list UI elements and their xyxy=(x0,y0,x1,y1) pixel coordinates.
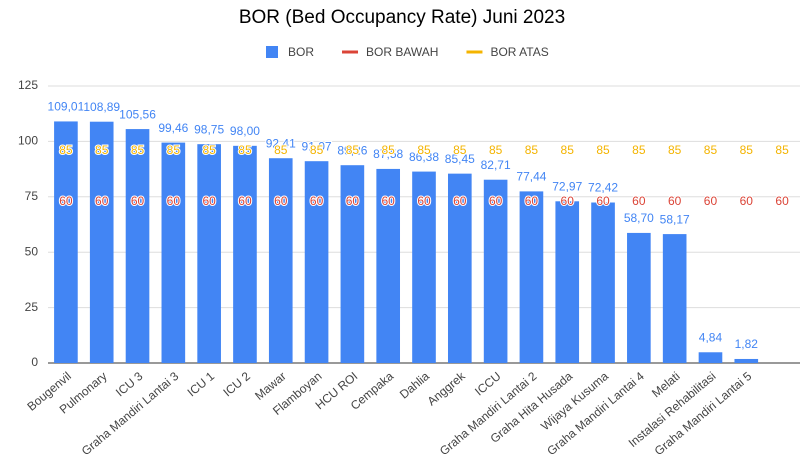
bar xyxy=(555,201,580,363)
data-label: 85 xyxy=(489,143,503,157)
data-label: 86,38 xyxy=(409,150,439,164)
data-label: 58,17 xyxy=(660,212,690,226)
data-label: 85 xyxy=(382,143,396,157)
bar xyxy=(161,142,186,363)
data-label: 105,56 xyxy=(119,107,156,121)
data-label: 85 xyxy=(596,143,610,157)
data-label: 60 xyxy=(238,194,252,208)
data-label: 108,89 xyxy=(83,100,120,114)
data-label: 60 xyxy=(775,194,789,208)
data-label: 72,42 xyxy=(588,181,618,195)
data-label: 72,97 xyxy=(552,179,582,193)
data-label: 85 xyxy=(775,143,789,157)
data-label: 85 xyxy=(525,143,539,157)
data-label: 85 xyxy=(131,143,145,157)
data-label: 60 xyxy=(704,194,718,208)
data-label: 60 xyxy=(561,194,575,208)
data-label: 85 xyxy=(59,143,73,157)
legend-label: BOR BAWAH xyxy=(366,45,438,59)
x-tick-label: Anggrek xyxy=(425,368,469,408)
bar xyxy=(233,145,257,363)
bar xyxy=(125,129,150,363)
data-label: 60 xyxy=(131,194,145,208)
bar xyxy=(268,158,293,363)
data-label: 60 xyxy=(668,194,682,208)
data-label: 109,01 xyxy=(48,100,85,114)
data-label: 60 xyxy=(525,194,539,208)
y-tick-label: 50 xyxy=(25,244,39,258)
data-label: 89,26 xyxy=(337,143,367,157)
y-tick-label: 0 xyxy=(31,355,38,369)
data-label: 85 xyxy=(668,143,682,157)
data-label: 77,44 xyxy=(516,170,546,184)
chart-title: BOR (Bed Occupancy Rate) Juni 2023 xyxy=(239,7,565,28)
data-label: 85,45 xyxy=(445,152,475,166)
data-label: 85 xyxy=(704,143,718,157)
legend-label: BOR xyxy=(288,45,314,59)
y-tick-label: 25 xyxy=(25,300,39,314)
bar xyxy=(734,358,759,363)
data-label: 60 xyxy=(59,194,73,208)
data-label: 60 xyxy=(417,194,431,208)
legend-label: BOR ATAS xyxy=(490,45,548,59)
data-label: 85 xyxy=(238,143,252,157)
bar xyxy=(304,161,329,363)
data-label: 85 xyxy=(95,143,109,157)
bar xyxy=(519,191,544,363)
data-label: 60 xyxy=(274,194,288,208)
data-label: 85 xyxy=(632,143,646,157)
data-label: 92,41 xyxy=(266,136,296,150)
data-label: 98,00 xyxy=(230,124,260,138)
bar xyxy=(376,168,401,363)
bar xyxy=(447,173,472,363)
x-tick-label: ICU 1 xyxy=(185,369,218,400)
y-tick-label: 75 xyxy=(25,189,39,203)
data-label: 58,70 xyxy=(624,211,654,225)
y-tick-label: 125 xyxy=(18,78,38,92)
bar xyxy=(662,234,687,363)
data-label: 85 xyxy=(346,143,360,157)
data-label: 82,71 xyxy=(481,158,511,172)
legend-swatch xyxy=(266,46,278,58)
data-label: 99,46 xyxy=(158,121,188,135)
data-label: 85 xyxy=(453,143,467,157)
bar xyxy=(483,179,508,363)
data-label: 98,75 xyxy=(194,122,224,136)
data-label: 60 xyxy=(202,194,216,208)
data-label: 60 xyxy=(632,194,646,208)
bar xyxy=(591,202,615,363)
data-label: 85 xyxy=(561,143,575,157)
data-label: 60 xyxy=(346,194,360,208)
bar xyxy=(340,165,365,363)
data-label: 60 xyxy=(95,194,109,208)
data-label: 85 xyxy=(167,143,181,157)
bar xyxy=(627,232,651,363)
data-label: 60 xyxy=(596,194,610,208)
bar xyxy=(412,171,436,363)
data-label: 1,82 xyxy=(735,337,759,351)
data-label: 87,58 xyxy=(373,147,403,161)
data-label: 60 xyxy=(453,194,467,208)
data-label: 4,84 xyxy=(699,330,723,344)
bar xyxy=(54,121,78,363)
data-label: 60 xyxy=(382,194,396,208)
bar xyxy=(89,121,114,363)
data-label: 60 xyxy=(310,194,324,208)
data-label: 85 xyxy=(417,143,431,157)
x-tick-label: ICCU xyxy=(472,369,503,399)
data-label: 85 xyxy=(740,143,754,157)
y-tick-label: 100 xyxy=(18,134,38,148)
data-label: 85 xyxy=(274,143,288,157)
data-label: 60 xyxy=(167,194,181,208)
data-label: 60 xyxy=(740,194,754,208)
data-label: 85 xyxy=(310,143,324,157)
data-label: 85 xyxy=(202,143,216,157)
data-label: 60 xyxy=(489,194,503,208)
bar xyxy=(197,144,221,363)
bar xyxy=(698,352,723,363)
x-tick-label: ICU 2 xyxy=(220,369,253,400)
data-label: 91,07 xyxy=(302,139,332,153)
